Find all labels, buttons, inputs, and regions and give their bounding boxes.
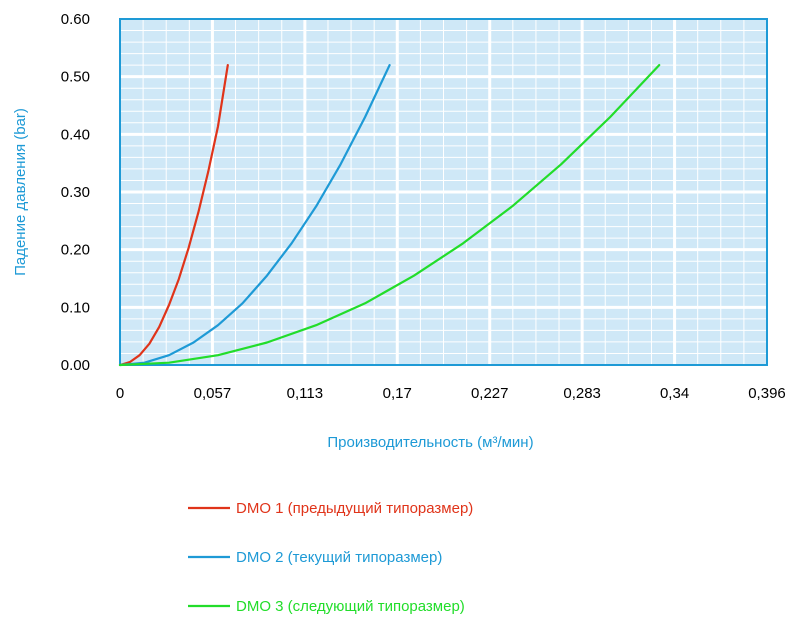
x-tick-label: 0 [116, 385, 124, 402]
plot-frame [119, 18, 768, 366]
x-tick-label: 0,17 [383, 385, 412, 402]
series-line-2 [118, 63, 391, 367]
y-tick-label: 0.40 [61, 126, 90, 143]
x-tick-label: 0,283 [563, 385, 601, 402]
series-line-1 [118, 63, 229, 367]
y-tick-label: 0.00 [61, 357, 90, 374]
y-tick-label: 0.20 [61, 242, 90, 259]
y-tick-label: 0.30 [61, 184, 90, 201]
x-axis-title: Производительность (м³/мин) [327, 434, 533, 451]
y-tick-label: 0.10 [61, 299, 90, 316]
series-line-3 [118, 63, 661, 367]
y-tick-label: 0.60 [61, 11, 90, 28]
x-tick-label: 0,057 [194, 385, 232, 402]
legend-label-2: DMO 2 (текущий типоразмер) [236, 549, 442, 566]
x-tick-labels: 0 0,057 0,113 0,17 0,227 0,283 0,34 0,396 [116, 385, 786, 402]
y-axis-title: Падение давления (bar) [12, 108, 29, 276]
x-tick-label: 0,113 [287, 385, 323, 402]
x-tick-label: 0,396 [748, 385, 786, 402]
legend-label-1: DMO 1 (предыдущий типоразмер) [236, 500, 473, 517]
legend-label-3: DMO 3 (следующий типоразмер) [236, 598, 465, 615]
series-lines [118, 63, 661, 367]
x-tick-label: 0,227 [471, 385, 509, 402]
major-grid [120, 19, 767, 365]
x-tick-label: 0,34 [660, 385, 689, 402]
y-tick-labels: 0.00 0.10 0.20 0.30 0.40 0.50 0.60 [61, 11, 90, 374]
legend: DMO 1 (предыдущий типоразмер) DMO 2 (теку… [188, 500, 473, 615]
y-tick-label: 0.50 [61, 69, 90, 86]
